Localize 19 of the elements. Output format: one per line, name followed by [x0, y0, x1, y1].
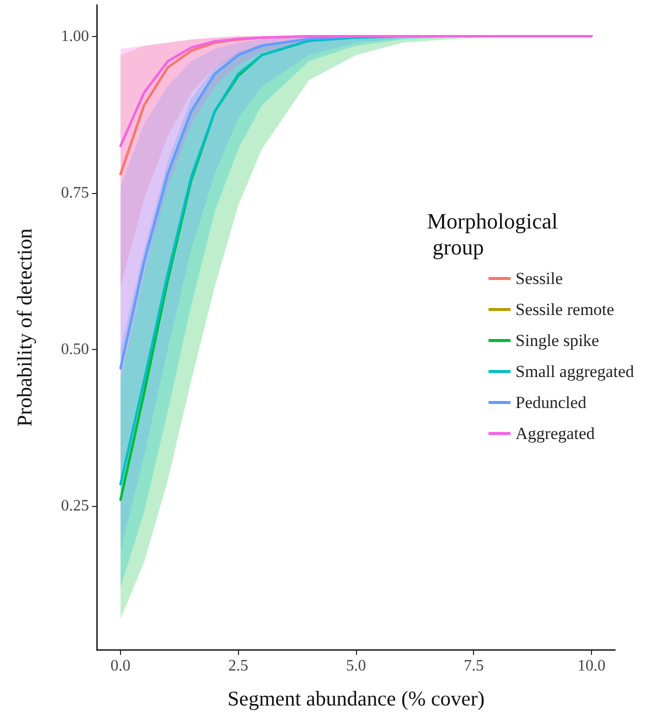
y-tick-label: 1.00: [61, 28, 89, 45]
legend-label: Sessile: [516, 269, 563, 288]
legend-label: Sessile remote: [516, 300, 614, 319]
y-tick-label: 0.75: [61, 184, 89, 202]
y-axis-title: Probability of detection: [12, 228, 36, 427]
x-tick-label: 0.0: [110, 658, 131, 674]
x-tick-label: 10.0: [577, 658, 606, 674]
legend-title: Morphological group: [427, 208, 558, 260]
legend-label: Single spike: [516, 331, 600, 350]
x-axis-title: Segment abundance (% cover): [227, 686, 485, 710]
x-tick-label: 5.0: [346, 658, 366, 674]
y-tick-label: 0.50: [61, 340, 89, 358]
x-tick-label: 2.5: [228, 658, 248, 674]
x-tick-label: 7.5: [464, 658, 484, 674]
legend-label: Aggregated: [516, 424, 596, 443]
legend-label: Peduncled: [516, 393, 587, 412]
legend-label: Small aggregated: [516, 362, 634, 381]
line-series: [119, 35, 593, 148]
y-tick-label: 0.25: [61, 497, 89, 514]
